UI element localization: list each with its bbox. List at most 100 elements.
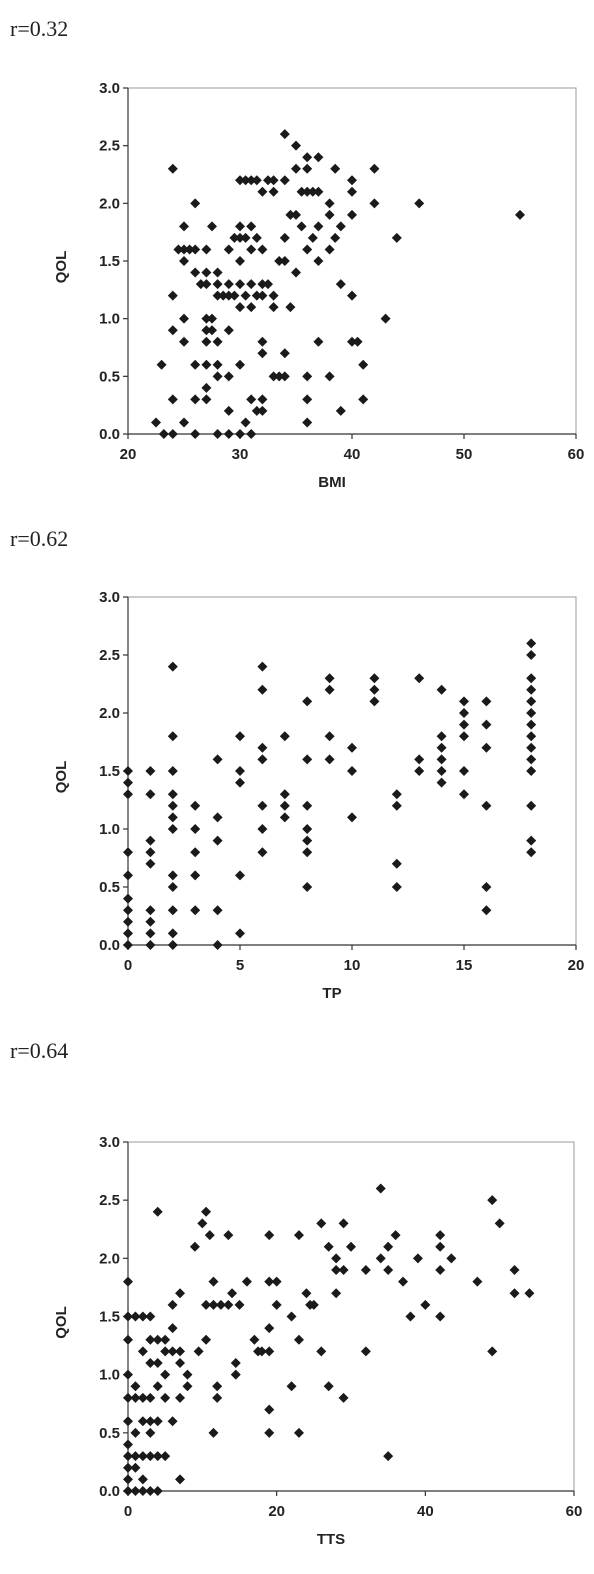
data-point <box>313 152 324 163</box>
y-axis-label: QOL <box>53 761 70 794</box>
data-point <box>167 1323 178 1334</box>
data-point <box>189 1241 200 1252</box>
data-point <box>201 267 212 278</box>
y-tick-label: 0.5 <box>99 879 120 896</box>
data-point <box>123 1462 133 1473</box>
data-point <box>369 684 380 695</box>
data-point <box>324 198 335 209</box>
data-point <box>167 940 178 950</box>
data-point <box>123 766 133 776</box>
data-point <box>158 429 169 439</box>
data-point <box>123 1416 133 1427</box>
data-point <box>145 1358 156 1369</box>
x-tick-label: 10 <box>344 957 361 974</box>
y-tick-label: 1.5 <box>99 1309 120 1326</box>
data-point <box>414 198 425 209</box>
data-point <box>207 325 217 336</box>
data-point <box>145 916 156 927</box>
data-point <box>414 766 425 776</box>
data-point <box>246 175 257 186</box>
data-point <box>235 359 245 370</box>
data-point <box>436 684 447 695</box>
y-tick-label: 2.0 <box>99 195 120 212</box>
data-point <box>145 1451 156 1462</box>
data-point <box>459 696 469 707</box>
data-point <box>167 290 178 301</box>
data-point <box>435 1241 446 1252</box>
data-point <box>346 1241 356 1252</box>
data-point <box>347 175 357 186</box>
data-point <box>526 638 537 649</box>
y-tick-label: 0.0 <box>99 937 120 954</box>
data-point <box>279 175 290 186</box>
data-point <box>167 1299 178 1310</box>
data-point <box>302 835 313 846</box>
data-point <box>526 766 537 776</box>
data-point <box>137 1416 148 1427</box>
data-point <box>264 1323 275 1334</box>
y-tick-label: 0.5 <box>99 368 120 385</box>
data-point <box>391 800 402 811</box>
data-point <box>257 405 268 416</box>
plot-area-frame <box>127 87 577 435</box>
data-point <box>130 1311 141 1322</box>
data-point <box>123 1451 133 1462</box>
data-point <box>414 673 425 684</box>
data-point <box>435 1264 446 1275</box>
data-point <box>160 1346 171 1357</box>
data-point <box>279 731 290 742</box>
data-point <box>526 742 537 753</box>
data-point <box>123 893 133 904</box>
data-point <box>201 382 212 393</box>
data-point <box>335 279 346 290</box>
data-point <box>526 731 537 742</box>
data-point <box>301 1288 312 1299</box>
tts-scatter-plot: r=0.64 0.0 0.5 1.0 1.5 2.0 2.5 3.0 0 20 40 60 TTS QO… <box>10 1038 582 1548</box>
data-point <box>291 140 301 151</box>
data-point <box>257 290 268 301</box>
data-point <box>167 870 178 881</box>
data-point <box>324 673 335 684</box>
data-point <box>296 221 307 232</box>
data-point <box>414 754 425 765</box>
data-point <box>201 336 212 347</box>
data-point <box>436 777 447 788</box>
x-tick-label: 15 <box>456 957 473 974</box>
data-point <box>390 1230 401 1241</box>
data-point <box>190 244 201 255</box>
data-point <box>195 279 206 290</box>
data-point <box>223 279 234 290</box>
x-tick-label: 30 <box>232 446 249 463</box>
data-point <box>246 279 257 290</box>
data-point <box>302 163 313 174</box>
data-point <box>151 417 161 428</box>
x-tick-label: 5 <box>236 957 244 974</box>
data-point <box>274 371 285 382</box>
data-point <box>201 359 212 370</box>
data-point <box>215 1299 226 1310</box>
data-point <box>324 209 335 220</box>
data-point <box>137 1486 148 1496</box>
data-point <box>201 1206 212 1217</box>
data-point <box>302 882 313 892</box>
data-point <box>302 186 313 197</box>
data-point <box>257 800 268 811</box>
data-point <box>152 1206 163 1217</box>
data-point <box>218 290 229 301</box>
data-point <box>264 1346 275 1357</box>
data-point <box>257 742 268 753</box>
y-tick-label: 3.0 <box>99 80 120 97</box>
data-point <box>323 1381 334 1392</box>
data-point <box>212 279 223 290</box>
bmi-scatter-plot: r=0.32 0.0 0.5 1.0 1.5 2.0 2.5 3.0 20 30 40 50 60 BM… <box>10 16 584 491</box>
data-point <box>380 313 391 324</box>
data-point <box>190 359 201 370</box>
data-point <box>130 1486 141 1496</box>
data-point <box>160 1369 171 1380</box>
data-point <box>212 267 223 278</box>
data-point <box>207 313 217 324</box>
data-point <box>246 394 257 405</box>
data-point <box>235 302 245 313</box>
data-point <box>251 290 262 301</box>
